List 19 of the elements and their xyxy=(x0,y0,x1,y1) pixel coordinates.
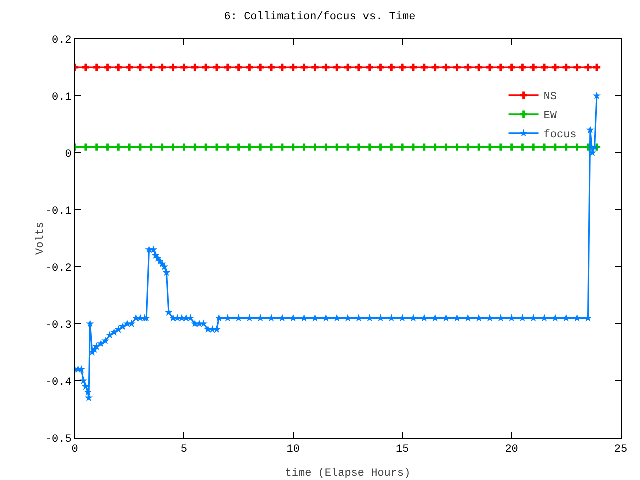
y-axis-title: Volts xyxy=(35,222,47,256)
x-tick-label: 20 xyxy=(505,444,518,456)
x-tick-label: 15 xyxy=(396,444,410,456)
x-tick-label: 25 xyxy=(614,444,628,456)
chart-title: 6: Collimation/focus vs. Time xyxy=(224,12,416,24)
y-tick-label: 0.1 xyxy=(52,92,72,104)
y-tick-label: -0.5 xyxy=(45,434,72,446)
y-tick-label: 0 xyxy=(65,148,72,161)
y-tick-label: -0.3 xyxy=(45,320,72,332)
x-tick-label: 5 xyxy=(180,444,188,456)
x-axis-title: time (Elapse Hours) xyxy=(285,468,411,480)
x-tick-label: 10 xyxy=(286,444,300,456)
y-tick-label: 0.2 xyxy=(52,34,72,47)
y-tick-label: -0.4 xyxy=(45,376,72,389)
y-tick-label: -0.2 xyxy=(45,262,72,275)
legend-label: focus xyxy=(544,130,577,142)
y-tick-label: -0.1 xyxy=(45,206,72,218)
legend-label: EW xyxy=(544,110,558,123)
legend-label: NS xyxy=(544,92,558,104)
